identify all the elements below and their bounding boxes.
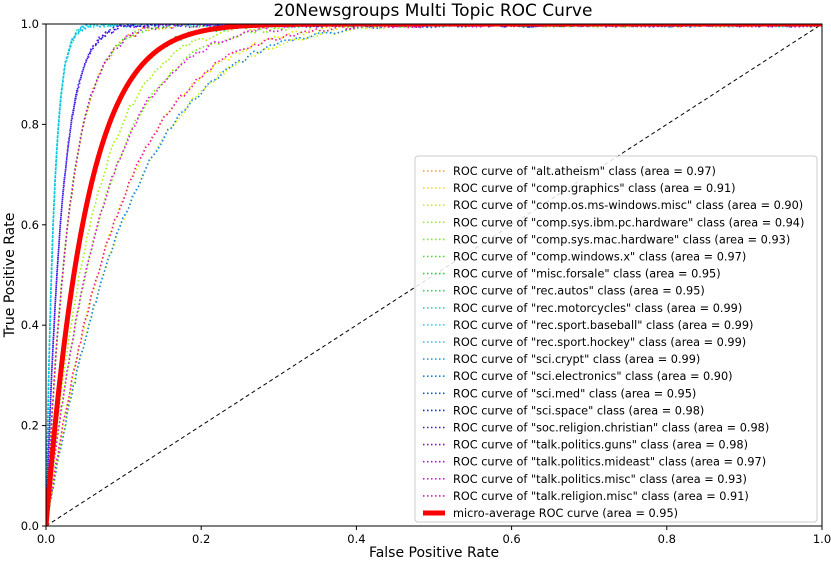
- y-tick-label: 0.2: [21, 419, 39, 433]
- legend-label: ROC curve of "rec.sport.hockey" class (a…: [453, 336, 746, 349]
- legend-label: ROC curve of "comp.sys.mac.hardware" cla…: [453, 233, 790, 246]
- legend-label: ROC curve of "rec.sport.baseball" class …: [453, 319, 753, 332]
- legend-label: ROC curve of "sci.electronics" class (ar…: [453, 370, 733, 383]
- x-tick-label: 0.2: [192, 532, 210, 546]
- legend-label: ROC curve of "soc.religion.christian" cl…: [453, 422, 769, 435]
- roc-curve-class: [46, 24, 822, 526]
- roc-curve-micro-average: [46, 24, 822, 526]
- x-tick-label: 0.4: [347, 532, 365, 546]
- roc-curves: [46, 24, 822, 526]
- legend-label: ROC curve of "talk.religion.misc" class …: [453, 490, 749, 503]
- x-tick-label: 0.8: [658, 532, 676, 546]
- y-axis-ticks: 0.0 0.2 0.4 0.6 0.8 1.0: [21, 17, 46, 533]
- y-tick-label: 0.0: [21, 519, 39, 533]
- legend-label: micro-average ROC curve (area = 0.95): [453, 507, 678, 520]
- x-tick-label: 0.6: [502, 532, 520, 546]
- y-tick-label: 1.0: [21, 17, 39, 31]
- legend-label: ROC curve of "comp.graphics" class (area…: [453, 182, 736, 195]
- legend: ROC curve of "alt.atheism" class (area =…: [414, 155, 818, 523]
- roc-curve-class: [46, 24, 822, 526]
- y-tick-label: 0.6: [21, 218, 39, 232]
- y-tick-label: 0.4: [21, 318, 39, 332]
- roc-curve-class: [46, 24, 822, 526]
- roc-curve-class: [46, 24, 822, 526]
- legend-label: ROC curve of "comp.sys.ibm.pc.hardware" …: [453, 216, 804, 229]
- y-tick-label: 0.8: [21, 117, 39, 131]
- legend-label: ROC curve of "talk.politics.guns" class …: [453, 439, 748, 452]
- x-axis-ticks: 0.0 0.2 0.4 0.6 0.8 1.0: [37, 526, 831, 546]
- legend-label: ROC curve of "sci.med" class (area = 0.9…: [453, 387, 696, 400]
- legend-label: ROC curve of "comp.os.ms-windows.misc" c…: [453, 199, 803, 212]
- legend-label: ROC curve of "talk.politics.misc" class …: [453, 473, 747, 486]
- legend-label: ROC curve of "talk.politics.mideast" cla…: [453, 456, 766, 469]
- legend-label: ROC curve of "sci.space" class (area = 0…: [453, 404, 704, 417]
- roc-curve-class: [46, 24, 822, 526]
- legend-label: ROC curve of "rec.autos" class (area = 0…: [453, 285, 705, 298]
- legend-label: ROC curve of "sci.crypt" class (area = 0…: [453, 353, 700, 366]
- plot-frame: [45, 23, 823, 527]
- legend-label: ROC curve of "rec.motorcycles" class (ar…: [453, 302, 742, 315]
- legend-label: ROC curve of "misc.forsale" class (area …: [453, 268, 721, 281]
- legend-box: [414, 155, 818, 523]
- x-tick-label: 1.0: [813, 532, 831, 546]
- legend-label: ROC curve of "comp.windows.x" class (are…: [453, 251, 746, 264]
- chart-title: 20Newsgroups Multi Topic ROC Curve: [274, 1, 593, 21]
- x-axis-label: False Positive Rate: [369, 545, 499, 561]
- legend-label: ROC curve of "alt.atheism" class (area =…: [453, 165, 716, 178]
- y-axis-label: True Positive Rate: [2, 213, 18, 339]
- x-tick-label: 0.0: [37, 532, 55, 546]
- roc-curve-class: [46, 24, 822, 526]
